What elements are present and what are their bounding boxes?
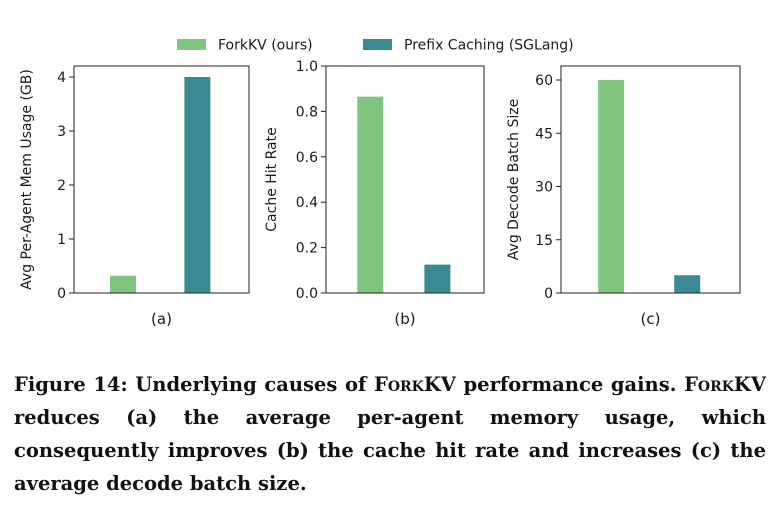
y-tick-label: 0 [544,286,553,302]
y-tick-label: 30 [535,180,553,196]
plot-frame [325,65,485,294]
chart-panel-a: 0 1 2 3 4 Avg Per-Agent Mem Usage (GB) (a) [19,65,250,328]
legend-swatch [177,39,206,50]
caption-forkkv-name-2: ForkKV [684,373,766,396]
y-tick-label: 15 [535,233,553,249]
legend-swatch [363,39,392,50]
bar-prefix-caching [184,77,211,293]
y-tick-label: 4 [57,70,66,86]
y-tick-label: 1 [57,232,66,248]
y-tick-label: 60 [535,73,553,89]
y-tick-label: 2 [57,178,66,194]
y-tick-label: 1.0 [296,59,318,75]
panel-label: (a) [151,310,172,328]
legend: ForkKV (ours) Prefix Caching (SGLang) [177,38,574,54]
chart-panel-c: 0 15 30 45 60 Avg Decode Batch Size (c) [506,65,741,328]
plot-frame [73,65,250,294]
figure-caption: Figure 14: Underlying causes of ForkKV p… [14,368,766,500]
y-tick-label: 0 [57,286,66,302]
chart-panel-b: 0.0 0.2 0.4 0.6 0.8 1.0 Cache Hit Rate (b) [264,59,485,328]
bar-prefix-caching [424,264,451,293]
bar-forkkv [598,80,625,293]
y-tick-label: 0.0 [296,286,318,302]
legend-label: ForkKV (ours) [218,38,313,54]
y-axis-label: Avg Per-Agent Mem Usage (GB) [19,69,35,290]
caption-rest: reduces (a) the average per-agent memory… [14,406,766,495]
y-tick-label: 0.2 [296,241,318,257]
y-tick-label: 0.6 [296,150,318,166]
y-axis-label: Cache Hit Rate [264,127,280,231]
legend-label: Prefix Caching (SGLang) [404,38,574,54]
y-tick-label: 0.4 [296,195,318,211]
y-tick-label: 45 [535,126,553,142]
bar-prefix-caching [674,275,701,293]
plot-frame [560,65,741,294]
y-tick-label: 3 [57,124,66,140]
bar-forkkv [357,96,384,294]
caption-prefix: Figure 14: Underlying causes of [14,373,374,396]
caption-forkkv-name: ForkKV [374,373,456,396]
panel-label: (c) [641,310,661,328]
caption-middle: performance gains. [455,373,685,396]
bar-forkkv [110,275,136,293]
panel-label: (b) [394,310,415,328]
y-axis-label: Avg Decode Batch Size [506,99,522,260]
y-tick-label: 0.8 [296,104,318,120]
